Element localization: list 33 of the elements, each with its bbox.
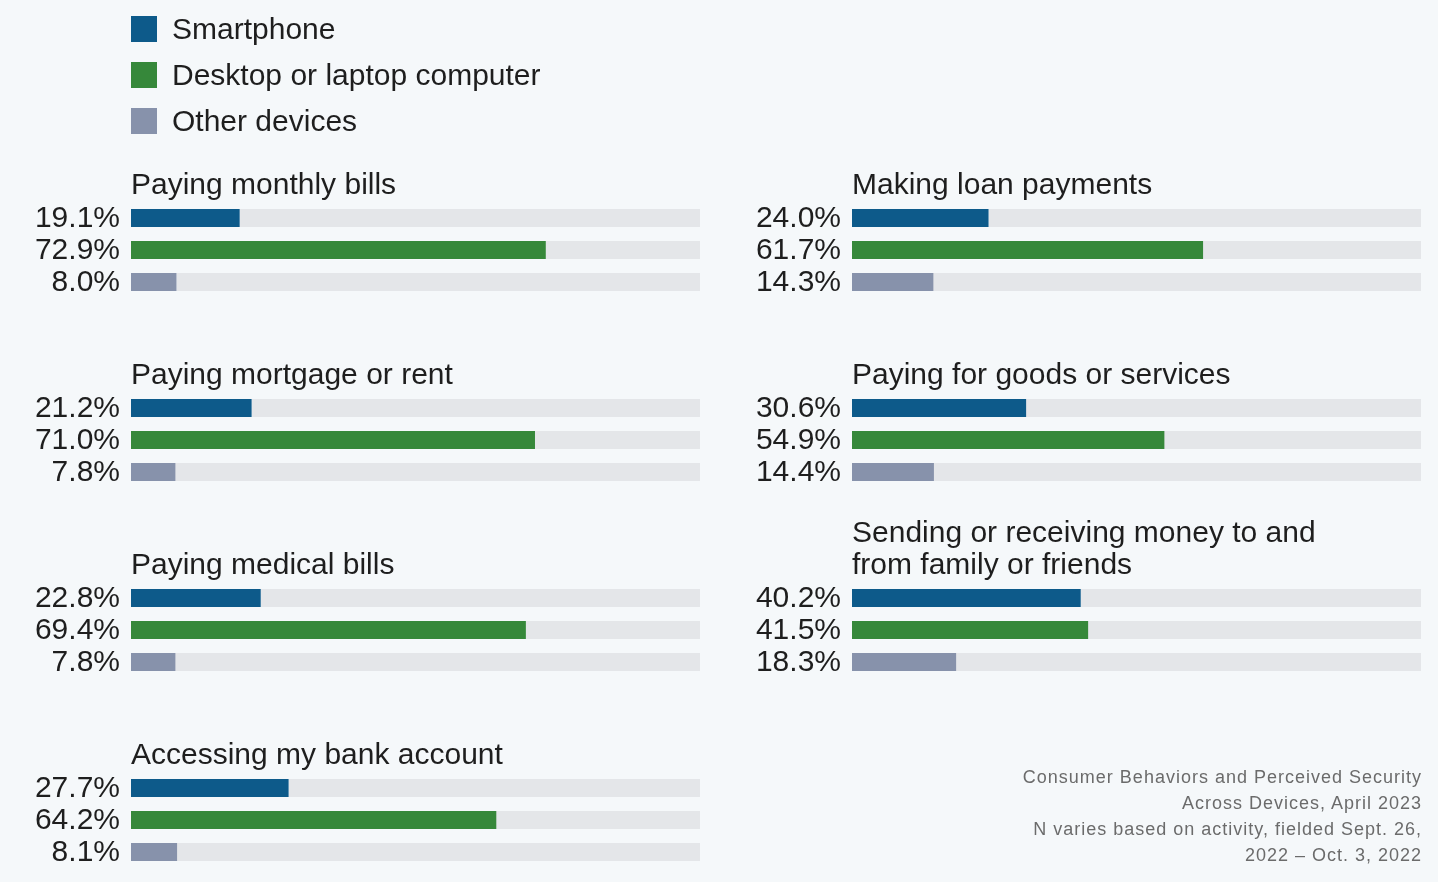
legend-label: Other devices xyxy=(172,104,358,138)
data-label: 7.8% xyxy=(51,454,120,488)
data-label: 7.8% xyxy=(51,644,120,678)
chart-title: Accessing my bank account xyxy=(131,737,504,770)
chart-title: Making loan payments xyxy=(852,167,1154,200)
data-label: 21.2% xyxy=(34,390,120,424)
data-label: 14.4% xyxy=(755,454,841,488)
chart-title: Paying mortgage or rent xyxy=(131,357,454,390)
data-label: 19.1% xyxy=(34,200,120,234)
data-label: 22.8% xyxy=(34,580,120,614)
data-label: 71.0% xyxy=(34,422,120,456)
data-label: 14.3% xyxy=(755,264,841,298)
chart-title: Paying medical bills xyxy=(131,547,396,580)
data-label: 61.7% xyxy=(755,232,841,266)
data-label: 64.2% xyxy=(34,802,120,836)
data-label: 27.7% xyxy=(34,770,120,804)
chart-title: Sending or receiving money to and from family or friends xyxy=(852,515,1317,580)
legend-label: Desktop or laptop computer xyxy=(172,58,541,92)
data-label: 8.0% xyxy=(51,264,120,298)
chart-title: Paying monthly bills xyxy=(131,167,398,200)
data-label: 40.2% xyxy=(755,580,841,614)
text: N varies based on activity, fielded Sept. 26, 2022 – Oct. 3, 2022 xyxy=(1032,818,1422,867)
data-label: 72.9% xyxy=(34,232,120,266)
data-label: 8.1% xyxy=(51,834,120,868)
data-label: 24.0% xyxy=(755,200,841,234)
chart-title: Paying for goods or services xyxy=(852,357,1232,390)
data-label: 69.4% xyxy=(34,612,120,646)
data-label: 18.3% xyxy=(755,644,841,678)
data-label: 54.9% xyxy=(755,422,841,456)
data-label: 30.6% xyxy=(755,390,841,424)
text: Consumer Behaviors and Perceived Security Across Devices, April 2023 xyxy=(1022,766,1422,815)
data-label: 41.5% xyxy=(755,612,841,646)
legend-label: Smartphone xyxy=(172,12,336,46)
